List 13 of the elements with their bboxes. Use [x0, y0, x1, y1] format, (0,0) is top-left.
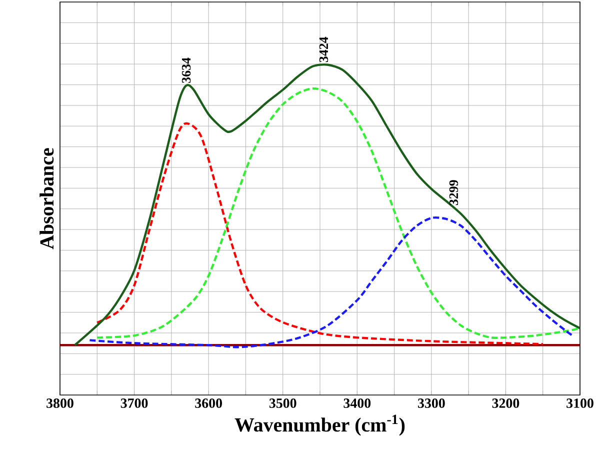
x-tick-label: 3200 — [492, 398, 520, 408]
annotation: 3424 — [319, 36, 328, 62]
x-tick-label: 3800 — [46, 398, 74, 408]
x-tick-label: 3300 — [418, 398, 445, 408]
x-axis-title: Wavenumber (cm$^{-1}$) — [234, 414, 405, 436]
x-tick-label: 3500 — [269, 398, 296, 408]
annotation: 3299 — [449, 180, 458, 206]
x-tick-label: 3400 — [344, 398, 371, 408]
annotation: 3634 — [182, 58, 191, 83]
x-tick-label: 3700 — [120, 398, 148, 408]
x-tick-label: 3100 — [566, 398, 594, 408]
x-tick-label: 3600 — [195, 398, 222, 408]
y-axis-title: Absorbance — [40, 148, 54, 250]
